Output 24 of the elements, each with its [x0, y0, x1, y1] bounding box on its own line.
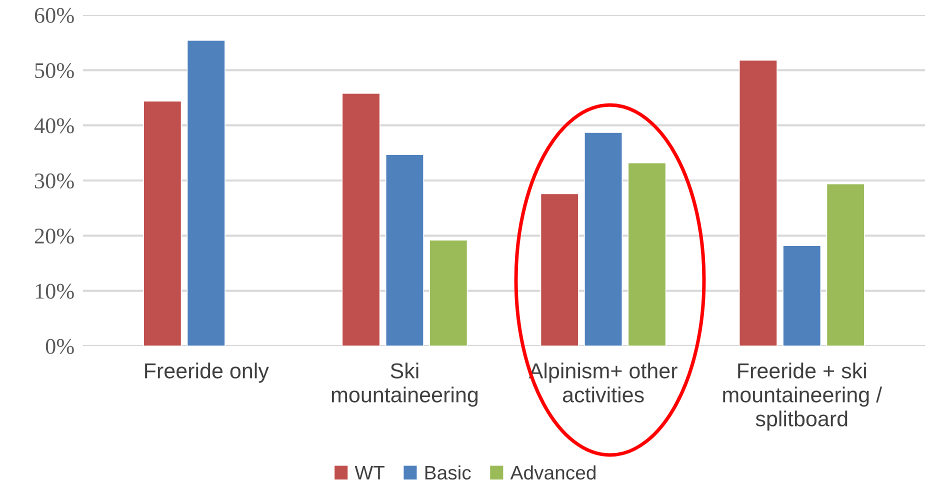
bar: [342, 92, 380, 346]
y-tick-label: 10%: [36, 284, 74, 299]
bar: [143, 100, 182, 346]
y-tick-label: 30%: [34, 173, 74, 188]
y-tick-label: 40%: [34, 118, 74, 134]
x-tick-label: Freeride only: [145, 362, 269, 383]
x-tick-label: Ski mountaineering: [332, 362, 478, 407]
bar: [782, 245, 822, 346]
y-tick-label: 20%: [34, 228, 74, 244]
y-tick-label: 60%: [34, 8, 74, 23]
bar: [826, 183, 865, 346]
bar: [584, 132, 623, 346]
legend-label: Advanced: [510, 465, 596, 480]
y-tick-label: 50%: [35, 63, 74, 78]
legend-label: WT: [354, 466, 384, 480]
x-tick-label: Freeride + ski mountaineering / splitboard: [723, 362, 882, 431]
y-tick-label: 0%: [46, 338, 74, 354]
legend-label: Basic: [425, 465, 471, 480]
bar: [429, 240, 468, 346]
bar: [186, 40, 226, 346]
bar: [540, 193, 579, 346]
bar: [628, 162, 666, 346]
bar: [385, 154, 424, 346]
bar: [738, 60, 778, 346]
